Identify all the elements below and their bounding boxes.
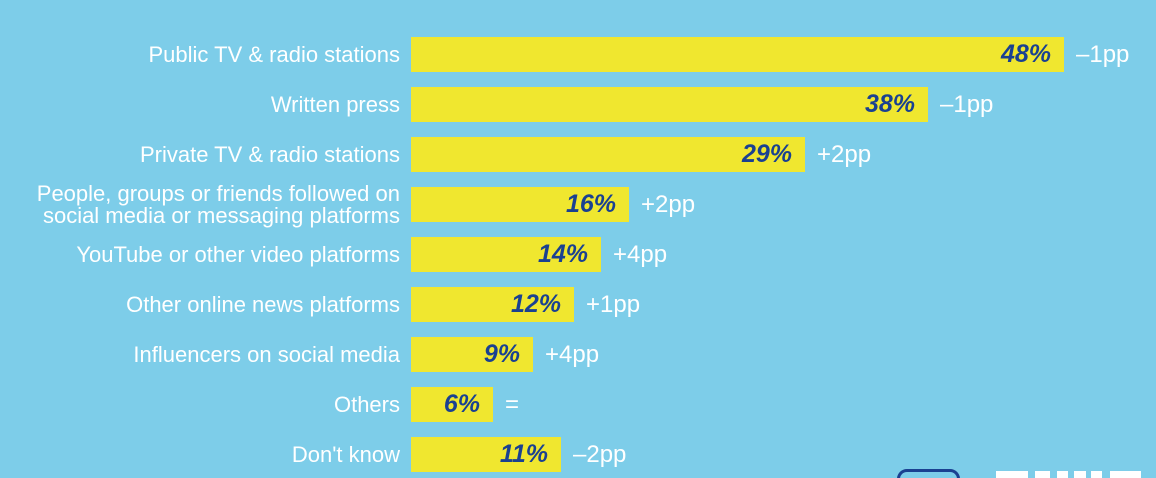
bar-area: 11% –2pp bbox=[411, 437, 1156, 472]
category-label: YouTube or other video platforms bbox=[76, 241, 400, 267]
bar-area: 29% +2pp bbox=[411, 137, 1156, 172]
change-label: = bbox=[505, 390, 520, 418]
chart-row: Other online news platforms 12% +1pp bbox=[0, 287, 1156, 322]
category-label: Others bbox=[333, 391, 400, 417]
value-bar: 29% bbox=[411, 137, 805, 172]
logo-block bbox=[1110, 471, 1141, 478]
category-label: Private TV & radio stations bbox=[139, 141, 400, 167]
change-label: +2pp bbox=[817, 140, 872, 168]
chart-row: Influencers on social media 9% +4pp bbox=[0, 337, 1156, 372]
value-label: 38% bbox=[864, 90, 915, 118]
chart-row: Others 6% = bbox=[0, 387, 1156, 422]
value-label: 16% bbox=[565, 190, 616, 218]
chart-row: Written press 38% –1pp bbox=[0, 87, 1156, 122]
value-label: 14% bbox=[537, 240, 588, 268]
value-bar: 12% bbox=[411, 287, 574, 322]
value-label: 9% bbox=[483, 340, 520, 368]
value-bar: 16% bbox=[411, 187, 629, 222]
chart-row: Public TV & radio stations 48% –1pp bbox=[0, 37, 1156, 72]
change-label: +4pp bbox=[545, 340, 600, 368]
value-label: 6% bbox=[443, 390, 480, 418]
chart-row: Private TV & radio stations 29% +2pp bbox=[0, 137, 1156, 172]
change-label: –1pp bbox=[940, 90, 994, 118]
chart-row: YouTube or other video platforms 14% +4pp bbox=[0, 237, 1156, 272]
category-label: People, groups or friends followed on so… bbox=[36, 180, 400, 228]
logo-block bbox=[1091, 471, 1102, 478]
value-bar: 38% bbox=[411, 87, 928, 122]
value-label: 11% bbox=[499, 440, 548, 468]
bar-area: 12% +1pp bbox=[411, 287, 1156, 322]
value-bar: 6% bbox=[411, 387, 493, 422]
category-label: Other online news platforms bbox=[126, 291, 400, 317]
logo-block bbox=[1057, 471, 1068, 478]
bar-area: 14% +4pp bbox=[411, 237, 1156, 272]
logo-block bbox=[1074, 471, 1086, 478]
change-label: +4pp bbox=[613, 240, 668, 268]
chart-row: Don't know 11% –2pp bbox=[0, 437, 1156, 472]
bar-area: 16% +2pp bbox=[411, 187, 1156, 222]
change-label: +1pp bbox=[586, 290, 641, 318]
value-label: 12% bbox=[510, 290, 561, 318]
bar-area: 6% = bbox=[411, 387, 1156, 422]
partial-rounded-rect-logo-icon bbox=[897, 469, 960, 478]
bar-area: 48% –1pp bbox=[411, 37, 1156, 72]
change-label: –1pp bbox=[1076, 40, 1130, 68]
value-bar: 9% bbox=[411, 337, 533, 372]
change-label: –2pp bbox=[573, 440, 627, 468]
value-bar: 48% bbox=[411, 37, 1064, 72]
value-label: 48% bbox=[1000, 40, 1051, 68]
media-sources-bar-chart: Public TV & radio stations 48% –1pp Written… bbox=[0, 37, 1156, 472]
category-label: Written press bbox=[270, 91, 400, 117]
bar-area: 9% +4pp bbox=[411, 337, 1156, 372]
category-label: Influencers on social media bbox=[133, 341, 400, 367]
value-bar: 11% bbox=[411, 437, 561, 472]
value-label: 29% bbox=[741, 140, 792, 168]
chart-row: People, groups or friends followed on so… bbox=[0, 182, 1156, 226]
logo-block bbox=[996, 471, 1028, 478]
category-label: Don't know bbox=[291, 441, 400, 467]
logo-block bbox=[1035, 471, 1050, 478]
change-label: +2pp bbox=[641, 190, 696, 218]
category-label: Public TV & radio stations bbox=[148, 41, 401, 67]
value-bar: 14% bbox=[411, 237, 601, 272]
bar-area: 38% –1pp bbox=[411, 87, 1156, 122]
